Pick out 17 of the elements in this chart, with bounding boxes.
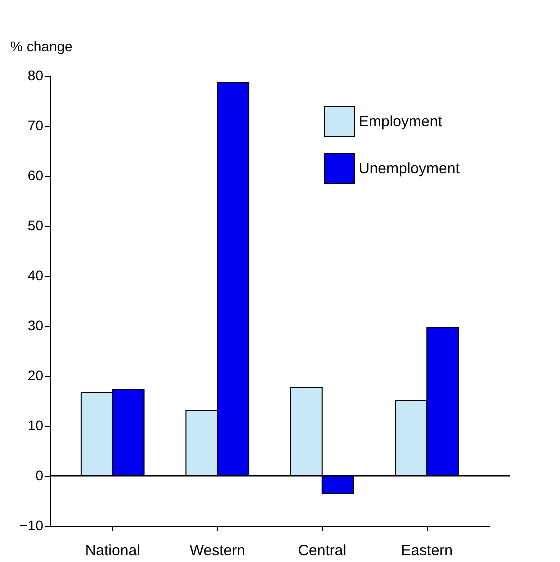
y-tick-label: 40: [28, 268, 44, 284]
legend-label: Unemployment: [359, 160, 461, 178]
y-tick-label: 10: [28, 418, 44, 434]
y-tick-label: 20: [28, 368, 44, 384]
y-axis-title: % change: [10, 38, 73, 54]
y-tick-label: 0: [36, 468, 44, 484]
legend-label: Employment: [359, 114, 444, 130]
y-tick-label: −10: [20, 518, 44, 534]
y-tick-label: 60: [28, 168, 44, 184]
x-tick-label: National: [85, 542, 140, 560]
x-tick-label: Central: [298, 542, 347, 560]
y-tick-label: 70: [28, 118, 44, 134]
x-tick-label: Western: [190, 542, 246, 560]
y-tick-label: 50: [28, 218, 44, 234]
x-tick-label: Eastern: [401, 542, 453, 560]
y-tick-label: 30: [28, 318, 44, 334]
y-tick-label: 80: [28, 68, 44, 84]
